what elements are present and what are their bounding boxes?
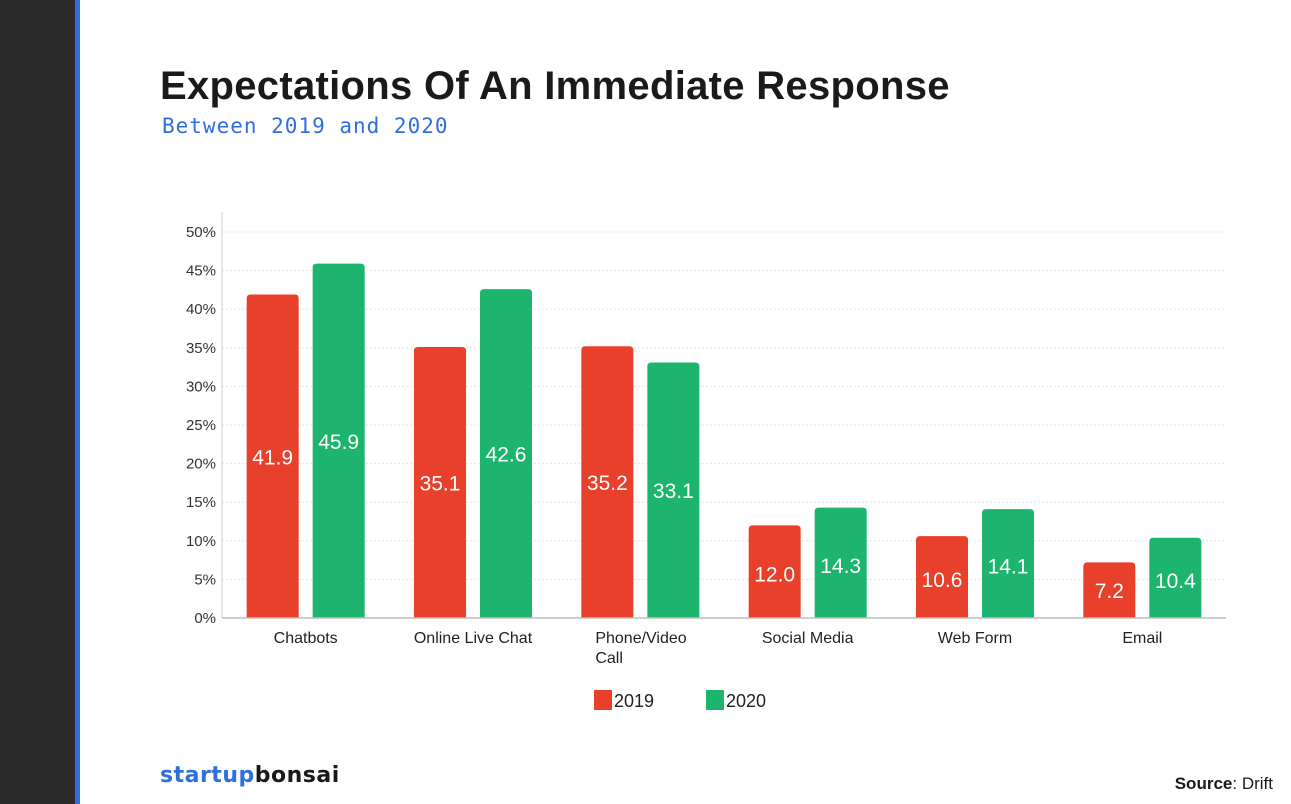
data-label-2019: 12.0 <box>754 564 795 587</box>
legend-swatch-2020 <box>706 690 724 710</box>
bar-2020 <box>647 362 700 618</box>
bar-2020 <box>814 507 867 618</box>
x-category-label: Phone/Video <box>595 630 686 647</box>
legend-label-2020: 2020 <box>726 691 766 711</box>
data-label-2020: 33.1 <box>653 480 694 503</box>
x-category-label: Online Live Chat <box>414 630 533 647</box>
bar-2019 <box>748 525 801 618</box>
left-accent-bar <box>0 0 80 804</box>
x-category-label: Social Media <box>762 630 854 647</box>
y-tick-label: 20% <box>186 456 216 473</box>
source-value: Drift <box>1241 774 1273 793</box>
data-label-2020: 14.1 <box>988 556 1029 579</box>
x-category-label: Web Form <box>938 630 1012 647</box>
bar-2019 <box>1083 562 1136 618</box>
y-tick-label: 50% <box>186 224 216 241</box>
data-label-2019: 41.9 <box>252 446 293 469</box>
x-category-label: Chatbots <box>274 630 338 647</box>
data-label-2019: 7.2 <box>1095 580 1124 603</box>
source-separator: : <box>1232 774 1238 793</box>
data-label-2020: 45.9 <box>318 431 359 454</box>
brand-logo: startupbonsai <box>160 763 340 788</box>
chart-subtitle: Between 2019 and 2020 <box>162 114 449 138</box>
bar-2019 <box>581 346 634 618</box>
bar-2020 <box>982 509 1034 618</box>
bar-chart: 0% 5% 10% 15% 20% 25% 30% 35% 40% 45% 50% 41.9 45.9 3… <box>186 212 1226 711</box>
y-tick-label: 5% <box>194 571 216 588</box>
chart-title: Expectations Of An Immediate Response <box>160 64 950 108</box>
brand-logo-part2: bonsai <box>254 763 340 788</box>
y-tick-label: 30% <box>186 378 216 395</box>
y-tick-label: 35% <box>186 340 216 357</box>
y-tick-label: 10% <box>186 533 216 550</box>
data-label-2020: 14.3 <box>820 555 861 578</box>
x-category-label: Call <box>595 650 623 667</box>
bar-2019 <box>916 536 968 618</box>
bar-2020 <box>480 289 532 618</box>
data-label-2020: 10.4 <box>1155 570 1196 593</box>
brand-logo-part1: startup <box>160 763 255 788</box>
data-label-2019: 35.2 <box>587 472 628 495</box>
data-label-2020: 42.6 <box>486 444 527 467</box>
data-label-2019: 35.1 <box>420 473 461 496</box>
source-label: Source <box>1174 774 1233 793</box>
y-tick-label: 0% <box>194 610 216 627</box>
y-tick-label: 15% <box>186 494 216 511</box>
bar-2020 <box>312 263 365 618</box>
legend-swatch-2019 <box>594 690 612 710</box>
bar-2019 <box>414 347 466 618</box>
legend-label-2019: 2019 <box>614 691 654 711</box>
y-tick-label: 40% <box>186 301 216 318</box>
source-note: Source: Drift <box>1175 774 1273 794</box>
bar-2019 <box>246 294 299 618</box>
bar-2020 <box>1149 537 1202 618</box>
y-tick-label: 25% <box>186 417 216 434</box>
y-tick-label: 45% <box>186 263 216 280</box>
data-label-2019: 10.6 <box>922 569 963 592</box>
x-category-label: Email <box>1122 630 1162 647</box>
